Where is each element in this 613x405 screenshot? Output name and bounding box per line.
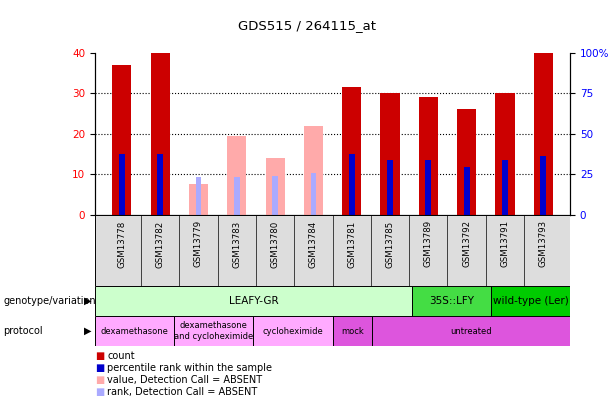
Text: LEAFY-GR: LEAFY-GR	[229, 296, 278, 306]
Bar	[419, 97, 438, 215]
Bar	[304, 126, 323, 215]
Text: dexamethasone
and cycloheximide: dexamethasone and cycloheximide	[174, 322, 253, 341]
Bar	[95, 286, 412, 316]
Text: GSM13780: GSM13780	[270, 220, 280, 268]
Text: GSM13784: GSM13784	[309, 220, 318, 268]
Text: GSM13793: GSM13793	[539, 220, 548, 267]
Text: GSM13785: GSM13785	[386, 220, 395, 268]
Bar	[119, 154, 124, 215]
Text: percentile rank within the sample: percentile rank within the sample	[107, 363, 272, 373]
Bar	[311, 173, 316, 215]
Text: protocol: protocol	[3, 326, 43, 336]
Text: ▶: ▶	[84, 296, 91, 306]
Bar	[151, 53, 170, 215]
Text: ■: ■	[95, 388, 104, 397]
Bar	[541, 156, 546, 215]
Text: GSM13783: GSM13783	[232, 220, 242, 268]
Bar	[425, 160, 431, 215]
Text: ■: ■	[95, 375, 104, 385]
Text: genotype/variation: genotype/variation	[3, 296, 96, 306]
Text: GSM13789: GSM13789	[424, 220, 433, 267]
Text: untreated: untreated	[451, 326, 492, 336]
Text: GDS515 / 264115_at: GDS515 / 264115_at	[237, 19, 376, 32]
Bar	[387, 160, 393, 215]
Bar	[381, 93, 400, 215]
Text: ■: ■	[95, 363, 104, 373]
Text: GSM13781: GSM13781	[347, 220, 356, 268]
Text: ■: ■	[95, 351, 104, 361]
Bar	[332, 316, 372, 346]
Bar	[464, 167, 470, 215]
Bar	[189, 184, 208, 215]
Bar	[495, 93, 514, 215]
Text: cycloheximide: cycloheximide	[262, 326, 323, 336]
Text: GSM13778: GSM13778	[117, 220, 126, 268]
Bar	[502, 160, 508, 215]
Text: dexamethasone: dexamethasone	[101, 326, 169, 336]
Bar	[534, 53, 553, 215]
Text: value, Detection Call = ABSENT: value, Detection Call = ABSENT	[107, 375, 262, 385]
Bar	[491, 286, 570, 316]
Bar	[372, 316, 570, 346]
Bar	[95, 316, 174, 346]
Bar	[227, 136, 246, 215]
Bar	[272, 176, 278, 215]
Bar	[342, 87, 361, 215]
Text: GSM13782: GSM13782	[156, 220, 165, 268]
Bar	[112, 65, 131, 215]
Bar	[158, 154, 163, 215]
Bar	[412, 286, 491, 316]
Text: mock: mock	[341, 326, 364, 336]
Bar	[234, 177, 240, 215]
Bar	[196, 177, 201, 215]
Bar	[253, 316, 332, 346]
Bar	[457, 109, 476, 215]
Bar	[349, 154, 354, 215]
Text: GSM13792: GSM13792	[462, 220, 471, 267]
Text: rank, Detection Call = ABSENT: rank, Detection Call = ABSENT	[107, 388, 257, 397]
Text: ▶: ▶	[84, 326, 91, 336]
Text: 35S::LFY: 35S::LFY	[429, 296, 474, 306]
Bar	[265, 158, 284, 215]
Text: count: count	[107, 351, 135, 361]
Bar	[174, 316, 253, 346]
Text: GSM13779: GSM13779	[194, 220, 203, 267]
Text: wild-type (Ler): wild-type (Ler)	[493, 296, 568, 306]
Text: GSM13791: GSM13791	[500, 220, 509, 267]
